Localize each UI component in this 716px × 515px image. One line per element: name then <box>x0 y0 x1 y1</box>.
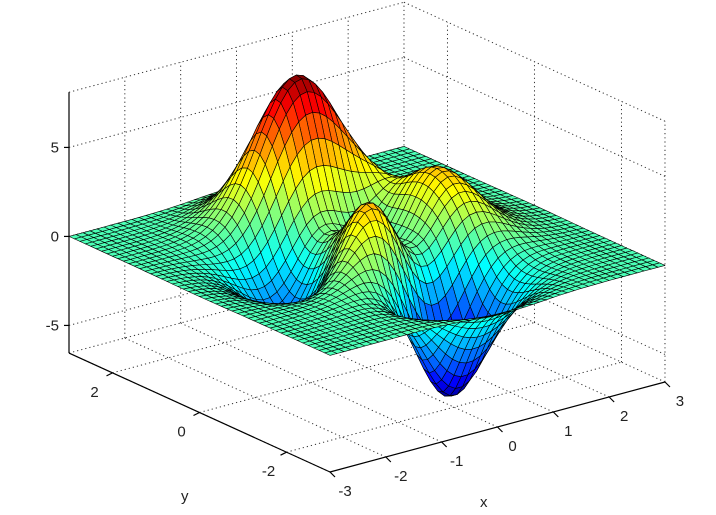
axes <box>64 92 671 478</box>
x-tick-label: 3 <box>676 393 684 410</box>
floor-grid-line <box>180 322 442 443</box>
x-tick-label: 2 <box>620 408 628 425</box>
tick-labels: -5 0 5 -2 0 2 -3 -2 -1 0 1 2 3 <box>46 139 684 500</box>
x-tick-label: -1 <box>450 453 463 470</box>
x-tick-label: 1 <box>564 423 572 440</box>
x-tick-label: -2 <box>394 468 407 485</box>
y-tick-label: 2 <box>90 384 98 401</box>
x-tick <box>552 411 559 418</box>
z-tick-label: 5 <box>51 139 59 156</box>
x-axis-label: x <box>480 494 488 511</box>
y-tick <box>106 372 113 377</box>
x-tick-label: 0 <box>508 438 516 455</box>
floor-grid-line <box>236 307 498 428</box>
x-tick-label: -3 <box>338 483 351 500</box>
y-tick <box>280 451 287 456</box>
x-tick <box>497 426 503 433</box>
y-tick-label: 0 <box>177 424 185 441</box>
y-tick-label: -2 <box>262 463 275 480</box>
z-tick-label: 0 <box>51 228 59 245</box>
floor-grid-line <box>124 337 387 458</box>
z-tick-label: -5 <box>46 317 59 334</box>
y-tick <box>193 411 200 417</box>
x-tick <box>329 471 336 478</box>
surface <box>68 74 666 397</box>
wall-grid-line <box>403 1 666 122</box>
wall-grid-line <box>403 56 666 177</box>
x-tick <box>385 456 392 463</box>
x-tick <box>608 396 615 403</box>
wall-grid-line <box>68 56 405 148</box>
surface-patch <box>324 350 338 356</box>
x-tick <box>664 381 671 388</box>
x-tick <box>441 441 448 448</box>
y-axis-label: y <box>181 488 189 505</box>
